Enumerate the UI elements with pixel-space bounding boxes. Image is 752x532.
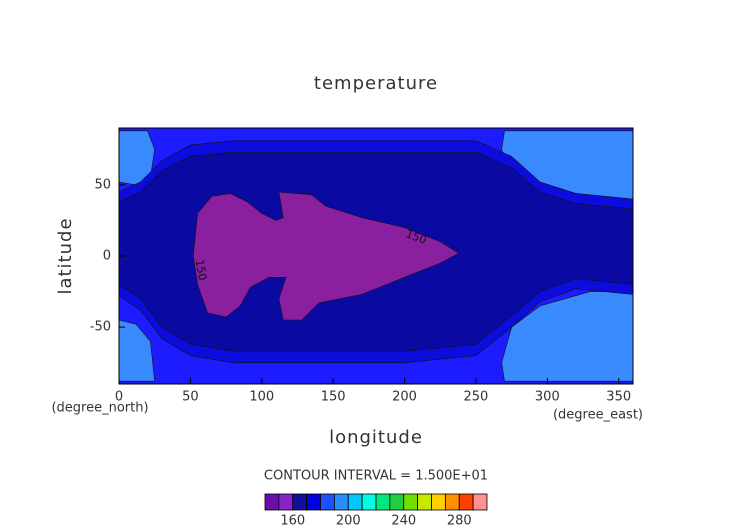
contour-region — [119, 319, 155, 382]
y-tick-label: 0 — [103, 249, 111, 264]
colorbar-box — [431, 493, 446, 511]
colorbar-tick-label: 240 — [391, 514, 416, 529]
colorbar-box — [444, 493, 460, 511]
x-axis-label: longitude — [329, 427, 423, 448]
y-axis-label: latitude — [55, 217, 76, 294]
x-tick-label: 200 — [392, 390, 417, 405]
y-tick-label: 50 — [94, 177, 111, 192]
colorbar-box — [347, 493, 363, 511]
contour-interval: CONTOUR INTERVAL = 1.500E+01 — [264, 469, 488, 484]
colorbar-box — [389, 493, 405, 511]
colorbar-tick-label: 160 — [280, 514, 305, 529]
colorbar-box — [278, 493, 294, 511]
x-tick-label: 350 — [606, 390, 631, 405]
colorbar-box — [403, 493, 419, 511]
colorbar-box — [320, 493, 335, 511]
x-unit: (degree_east) — [553, 408, 643, 423]
colorbar-box — [458, 493, 474, 511]
x-tick-label: 250 — [464, 390, 489, 405]
chart-title: temperature — [314, 73, 438, 94]
colorbar-box — [417, 493, 432, 511]
plot-area — [119, 128, 633, 384]
contour-region — [501, 291, 633, 382]
colorbar-box — [333, 493, 349, 511]
colorbar-box — [472, 493, 488, 511]
y-unit: (degree_north) — [51, 401, 148, 416]
x-tick-label: 0 — [115, 390, 123, 405]
colorbar-box — [292, 493, 308, 511]
colorbar-tick-label: 280 — [447, 514, 472, 529]
x-tick-label: 150 — [321, 390, 346, 405]
colorbar-box — [306, 493, 321, 511]
contour-label: 150 — [193, 259, 209, 282]
x-tick-label: 100 — [249, 390, 274, 405]
x-tick-label: 300 — [535, 390, 560, 405]
colorbar-box — [361, 493, 377, 511]
x-tick-label: 50 — [182, 390, 199, 405]
colorbar-box — [375, 493, 391, 511]
contour-region — [192, 191, 460, 321]
colorbar-tick-label: 200 — [336, 514, 361, 529]
colorbar-box — [264, 493, 280, 511]
y-tick-label: -50 — [90, 320, 111, 335]
